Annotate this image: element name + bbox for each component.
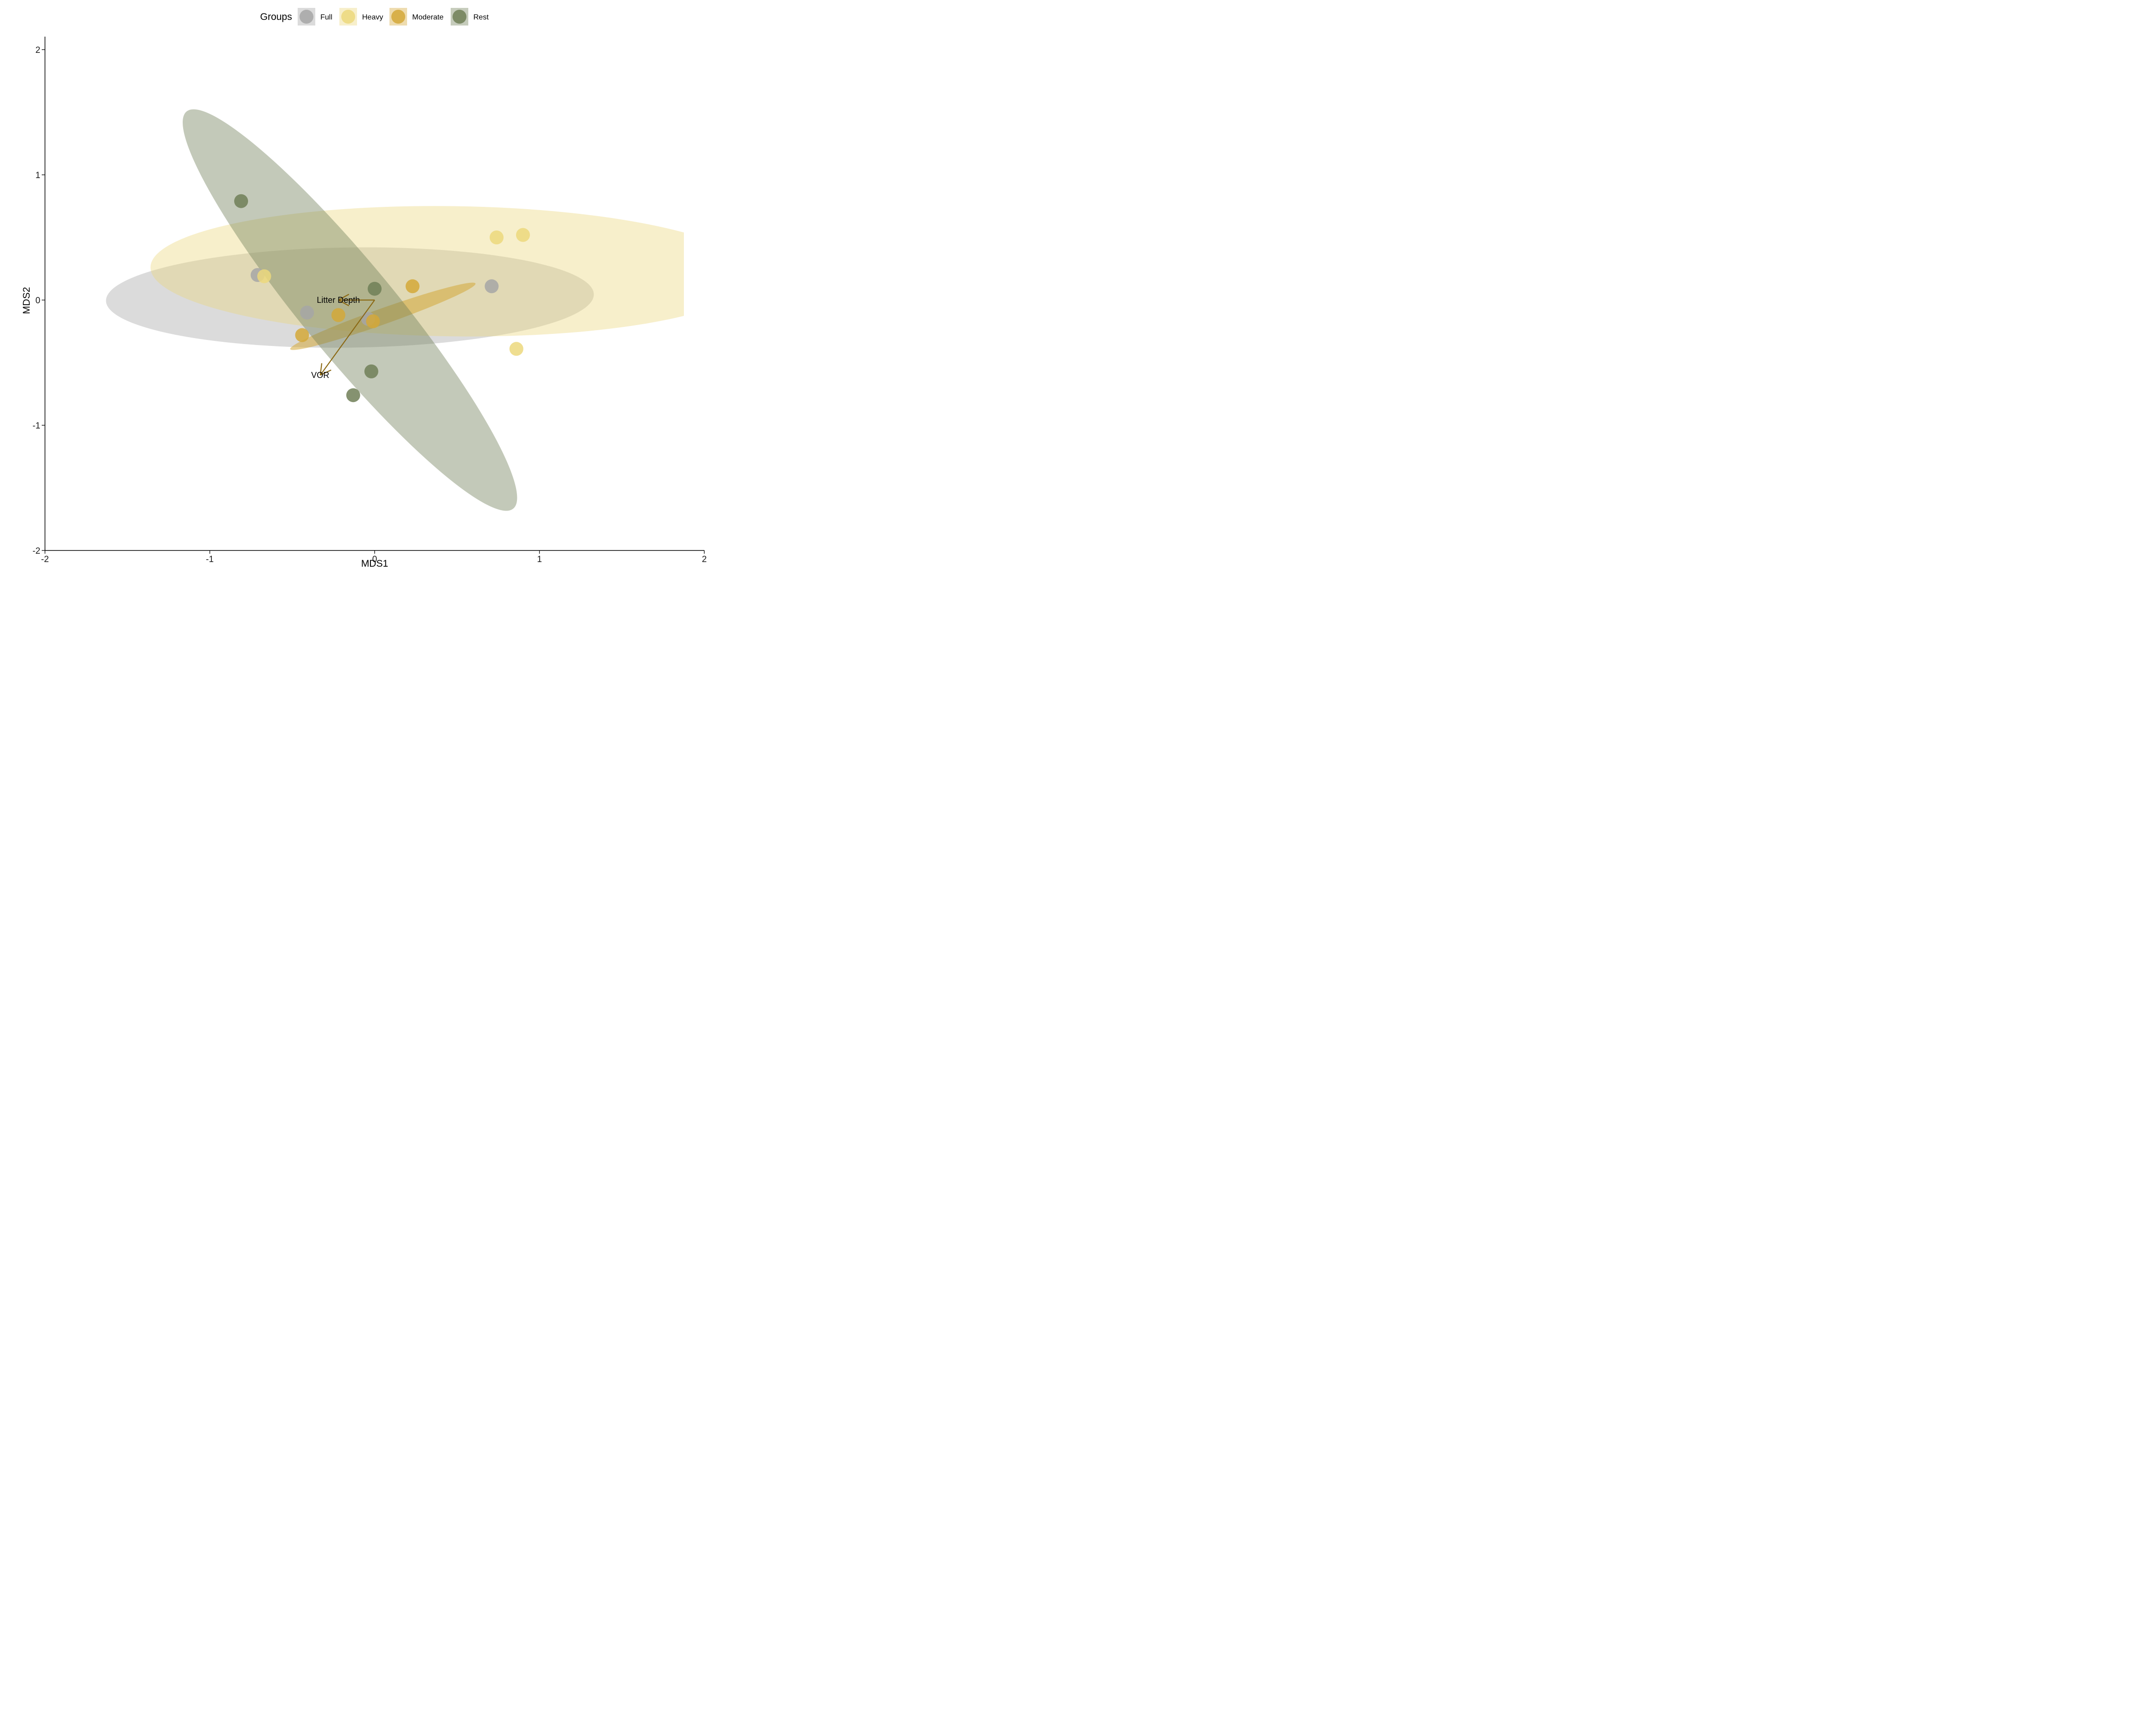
- vector-label: Litter Depth: [317, 295, 360, 305]
- point-heavy: [509, 342, 523, 356]
- x-tick-label: -2: [41, 555, 49, 564]
- x-tick-label: 0: [372, 555, 377, 564]
- point-full: [300, 306, 314, 320]
- y-tick-label: 0: [35, 296, 40, 306]
- vector-arrowhead: [320, 369, 332, 376]
- axes: MDS1 MDS2 -2 -1 0 1 2 -2 -1 0 1 2: [21, 37, 707, 569]
- legend-marker-full: [300, 10, 313, 24]
- legend-title: Groups: [260, 12, 292, 22]
- y-tick-label: -2: [32, 546, 40, 556]
- point-heavy: [490, 230, 504, 244]
- vector-arrowhead: [338, 294, 350, 301]
- ellipse-full: [106, 247, 594, 348]
- vector-arrowhead: [338, 300, 350, 307]
- point-moderate: [295, 328, 309, 342]
- y-tick-label: 2: [35, 45, 40, 55]
- point-rest: [234, 194, 249, 208]
- y-axis-title: MDS2: [21, 287, 32, 314]
- vector-arrow: [319, 300, 375, 376]
- x-tick-label: -1: [206, 555, 214, 564]
- y-tick-label: -1: [32, 421, 40, 431]
- vector-arrowhead: [319, 363, 323, 376]
- point-rest: [346, 388, 360, 403]
- legend-label-rest: Rest: [473, 13, 489, 21]
- ellipse-layer: [106, 109, 684, 511]
- vector-layer: Litter Depth VOR: [311, 294, 375, 380]
- legend-label-full: Full: [320, 13, 332, 21]
- x-tick-label: 2: [702, 555, 707, 564]
- point-layer: [234, 194, 530, 403]
- point-heavy: [516, 228, 530, 242]
- nmds-chart: Groups Full Heavy Moderate Rest Litter Dept…: [21, 8, 707, 569]
- x-axis-title: MDS1: [361, 558, 388, 569]
- legend: Groups Full Heavy Moderate Rest: [260, 8, 489, 26]
- point-moderate: [366, 314, 380, 328]
- point-moderate: [405, 279, 420, 294]
- vector-label: VOR: [311, 371, 329, 380]
- legend-marker-moderate: [391, 10, 405, 24]
- legend-label-moderate: Moderate: [412, 13, 444, 21]
- ellipse-heavy: [150, 206, 684, 337]
- y-tick-label: 1: [35, 171, 40, 180]
- legend-marker-heavy: [341, 10, 355, 24]
- point-rest: [368, 281, 382, 296]
- legend-label-heavy: Heavy: [362, 13, 383, 21]
- ellipse-moderate: [290, 282, 476, 350]
- point-full: [485, 279, 499, 294]
- point-moderate: [331, 308, 345, 322]
- legend-marker-rest: [453, 10, 466, 24]
- x-tick-label: 1: [537, 555, 542, 564]
- ellipse-rest: [183, 109, 517, 511]
- point-rest: [364, 364, 378, 378]
- point-heavy: [257, 269, 271, 283]
